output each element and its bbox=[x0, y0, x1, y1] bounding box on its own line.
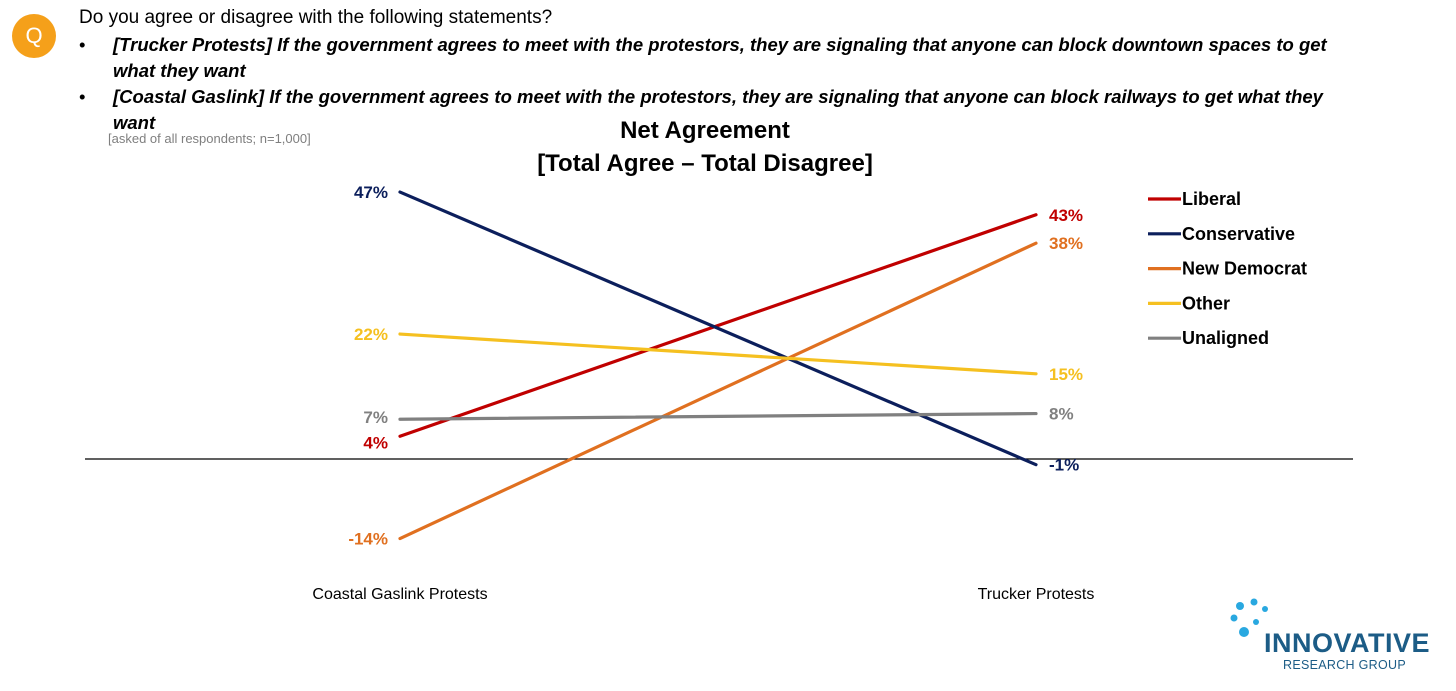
statement-text: [Trucker Protests] If the government agr… bbox=[113, 34, 1327, 81]
chart-subtitle: [Total Agree – Total Disagree] bbox=[537, 150, 873, 177]
statement-list: • [Trucker Protests] If the government a… bbox=[79, 32, 1349, 136]
statement-coastal: • [Coastal Gaslink] If the government ag… bbox=[79, 84, 1349, 136]
data-label-left: -14% bbox=[348, 530, 388, 549]
bullet-icon: • bbox=[79, 34, 86, 55]
data-label-left: 47% bbox=[354, 183, 388, 202]
series-line-conservative bbox=[398, 190, 1038, 467]
legend-label: Liberal bbox=[1182, 189, 1241, 209]
chart-title: Net Agreement bbox=[620, 117, 790, 144]
data-label-left: 22% bbox=[354, 325, 388, 344]
logo-dots-icon bbox=[1230, 598, 1268, 637]
question-block: Do you agree or disagree with the follow… bbox=[79, 6, 1349, 136]
data-label-right: -1% bbox=[1049, 456, 1079, 475]
logo-name: INNOVATIVE bbox=[1264, 628, 1431, 658]
data-label-right: 43% bbox=[1049, 206, 1083, 225]
company-logo: INNOVATIVE RESEARCH GROUP bbox=[1228, 598, 1431, 678]
bullet-icon: • bbox=[79, 86, 86, 107]
data-label-right: 38% bbox=[1049, 234, 1083, 253]
question-text: Do you agree or disagree with the follow… bbox=[79, 7, 553, 28]
chart-title-block: Net Agreement [Total Agree – Total Disag… bbox=[470, 114, 940, 180]
data-label-right: 8% bbox=[1049, 405, 1074, 424]
data-label-left: 7% bbox=[363, 408, 388, 427]
statement-trucker: • [Trucker Protests] If the government a… bbox=[79, 32, 1349, 84]
x-category-label: Coastal Gaslink Protests bbox=[312, 586, 487, 603]
legend-label: Conservative bbox=[1182, 224, 1295, 244]
question-badge: Q bbox=[12, 14, 56, 58]
sample-note: [asked of all respondents; n=1,000] bbox=[108, 131, 311, 146]
statement-text: [Coastal Gaslink] If the government agre… bbox=[113, 86, 1323, 133]
legend-label: Unaligned bbox=[1182, 328, 1269, 348]
series-line-other bbox=[398, 332, 1038, 376]
logo-subtitle: RESEARCH GROUP bbox=[1283, 658, 1406, 672]
series-line-new-democrat bbox=[398, 241, 1038, 541]
series-line-unaligned bbox=[398, 411, 1038, 421]
legend-label: Other bbox=[1182, 293, 1230, 313]
data-label-left: 4% bbox=[363, 433, 388, 452]
legend-label: New Democrat bbox=[1182, 259, 1307, 279]
data-label-right: 15% bbox=[1049, 365, 1083, 384]
series-line-liberal bbox=[398, 213, 1038, 438]
x-category-label: Trucker Protests bbox=[978, 586, 1095, 603]
